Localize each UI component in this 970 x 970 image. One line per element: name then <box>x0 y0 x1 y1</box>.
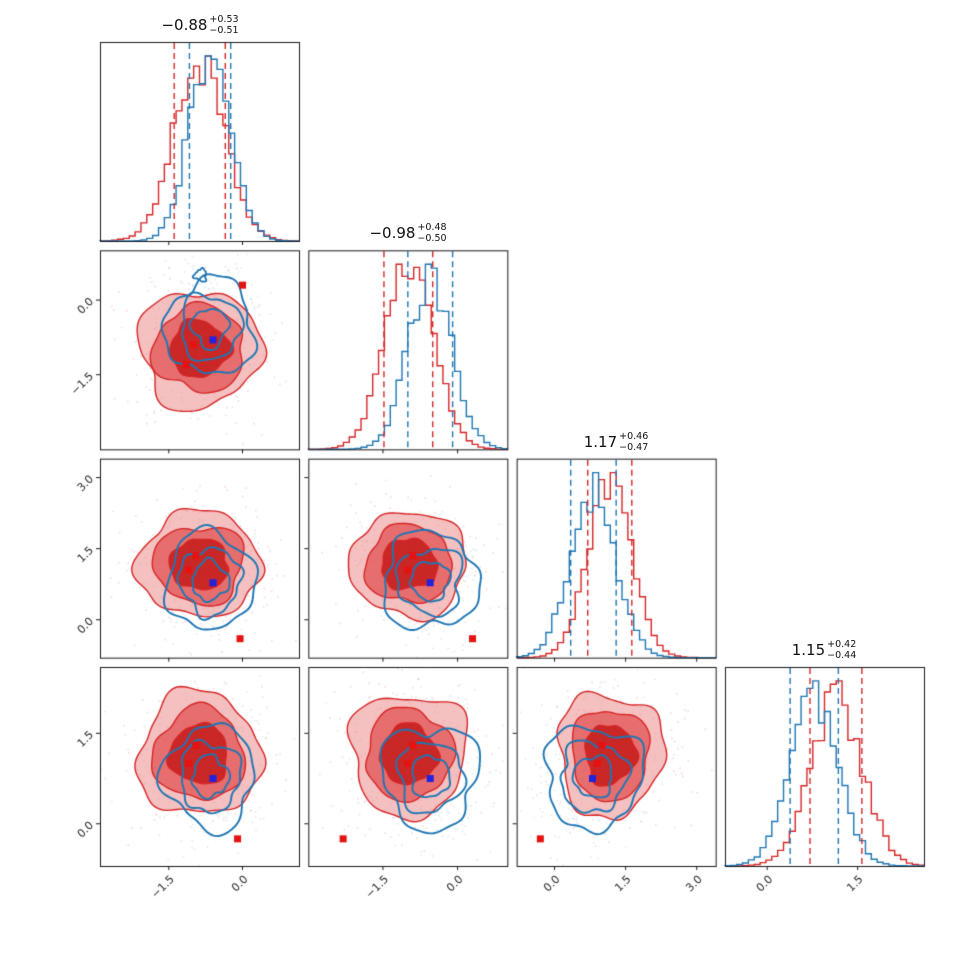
param-0-title-plus: +0.53 <box>209 13 239 25</box>
param-3-title-plus: +0.42 <box>827 638 857 650</box>
param-3-title: 1.15 +0.42 −0.44 <box>792 637 857 663</box>
param-3-title-minus: −0.44 <box>827 650 857 661</box>
param-1-title-value: −0.98 <box>369 224 416 242</box>
param-0-title-minus: −0.51 <box>209 25 239 36</box>
param-1-title: −0.98 +0.48 −0.50 <box>369 220 446 246</box>
param-2-title: 1.17 +0.46 −0.47 <box>584 429 649 455</box>
param-1-title-plus: +0.48 <box>417 221 447 233</box>
param-0-title-value: −0.88 <box>161 16 208 34</box>
param-3-title-value: 1.15 <box>791 641 826 659</box>
param-2-title-value: 1.17 <box>583 433 618 451</box>
param-2-title-plus: +0.46 <box>619 430 649 442</box>
param-1-title-minus: −0.50 <box>417 233 447 244</box>
param-2-title-minus: −0.47 <box>619 442 649 453</box>
param-0-title: −0.88 +0.53 −0.51 <box>161 12 238 38</box>
